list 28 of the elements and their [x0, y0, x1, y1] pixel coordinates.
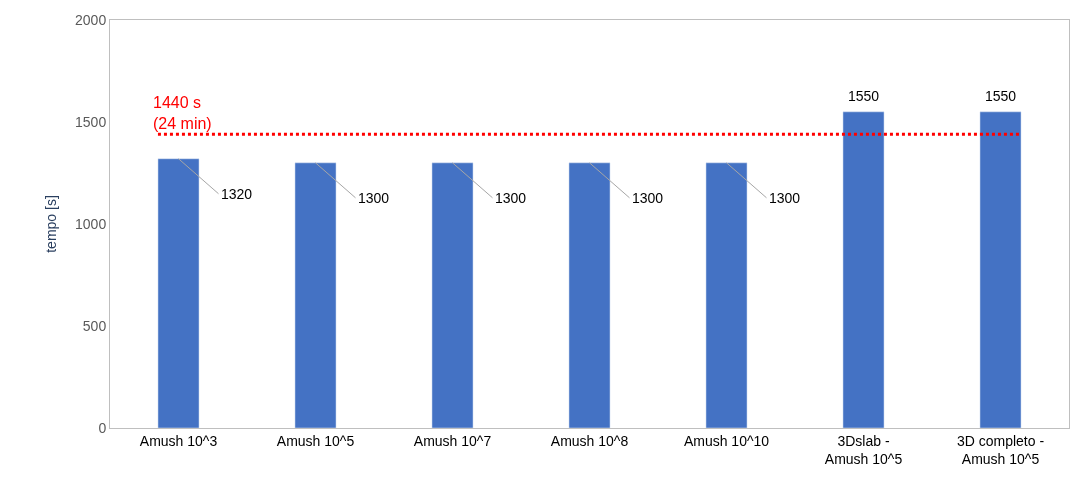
x-tick-label: Amush 10^8	[550, 432, 629, 449]
x-tick-label: 3Dslab - Amush 10^5	[824, 432, 903, 467]
y-tick-label: 500	[82, 317, 107, 334]
x-tick-label: Amush 10^3	[139, 432, 218, 449]
x-tick-label: Amush 10^5	[276, 432, 355, 449]
y-tick-label: 1000	[75, 215, 107, 232]
x-tick-label: Amush 10^10	[683, 432, 770, 449]
data-label: 1300	[358, 190, 390, 206]
ref-line-label: 1440 s (24 min)	[153, 94, 212, 132]
y-tick-label: 1500	[75, 113, 107, 130]
data-label: 1300	[769, 190, 801, 206]
bar	[431, 162, 474, 428]
y-tick-label: 2000	[75, 11, 107, 28]
y-tick-label: 0	[98, 419, 107, 436]
bar	[568, 162, 611, 428]
data-label: 1320	[221, 186, 253, 202]
y-axis-title: tempo [s]	[42, 195, 59, 253]
bar	[842, 111, 885, 428]
data-label: 1300	[632, 190, 664, 206]
bar	[705, 162, 748, 428]
bar	[157, 158, 200, 428]
x-tick-label: Amush 10^7	[413, 432, 492, 449]
bar	[294, 162, 337, 428]
x-tick-label: 3D completo - Amush 10^5	[956, 432, 1045, 467]
data-label: 1300	[495, 190, 527, 206]
data-label: 1550	[848, 88, 880, 104]
bar	[979, 111, 1022, 428]
data-label: 1550	[985, 88, 1017, 104]
